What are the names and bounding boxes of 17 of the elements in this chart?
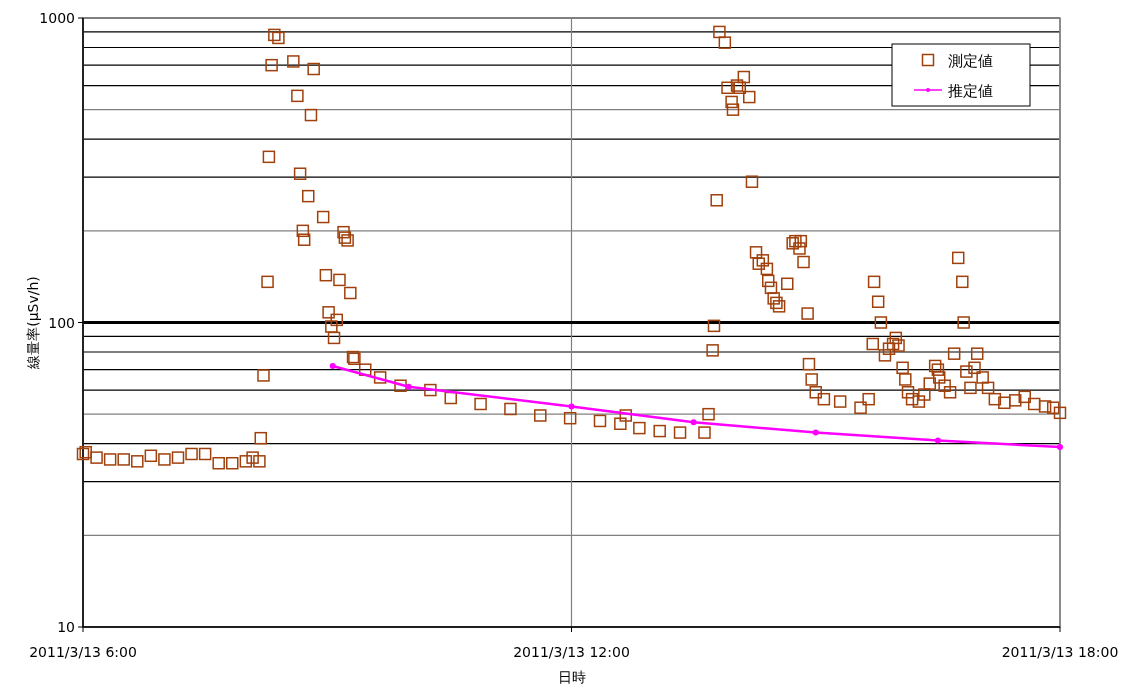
point <box>812 429 819 436</box>
point <box>934 437 941 444</box>
x-tick-label: 2011/3/13 12:00 <box>513 644 630 660</box>
x-axis-title: 日時 <box>557 669 586 685</box>
point <box>1057 444 1063 451</box>
point <box>568 403 575 410</box>
y-tick-label: 100 <box>48 314 75 331</box>
point <box>690 419 697 426</box>
x-tick-label: 2011/3/13 18:00 <box>1001 644 1119 660</box>
point <box>405 383 412 390</box>
y-axis-title: 線量率(μSv/h) <box>25 276 41 370</box>
legend-label: 測定値 <box>948 52 993 70</box>
x-tick-label: 2011/3/13 6:00 <box>29 644 137 660</box>
y-tick-label: 10 <box>57 619 75 635</box>
legend-label: 推定値 <box>948 82 993 100</box>
point <box>329 362 336 369</box>
y-tick-label: 1000 <box>39 10 75 26</box>
